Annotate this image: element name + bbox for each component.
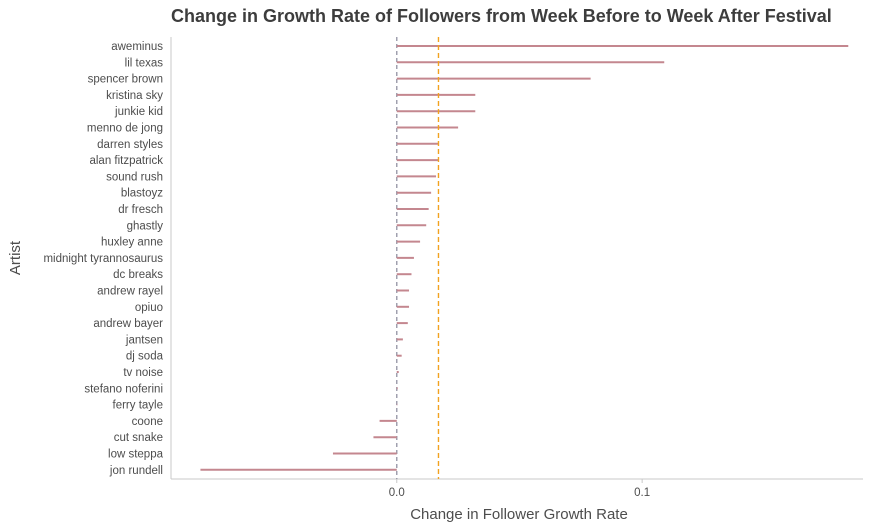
y-tick-label: jantsen: [125, 334, 163, 346]
x-axis-title: Change in Follower Growth Rate: [410, 506, 628, 523]
y-tick-label: lil texas: [125, 57, 164, 69]
y-tick-label: menno de jong: [87, 123, 163, 135]
y-tick-label: midnight tyrannosaurus: [43, 253, 163, 265]
y-axis-title: Artist: [7, 240, 24, 275]
y-tick-label: tv noise: [123, 367, 163, 379]
y-tick-label: junkie kid: [114, 106, 163, 118]
y-tick-label: aweminus: [111, 41, 163, 53]
x-tick-label: 0.1: [634, 487, 650, 499]
y-tick-label: ghastly: [127, 220, 164, 232]
y-tick-label: andrew bayer: [93, 318, 163, 330]
chart-title: Change in Growth Rate of Followers from …: [171, 6, 832, 26]
y-tick-label: darren styles: [97, 139, 163, 151]
y-tick-label: dr fresch: [118, 204, 163, 216]
y-tick-label: dc breaks: [113, 269, 163, 281]
y-tick-label: low steppa: [108, 449, 164, 461]
y-tick-label: coone: [132, 416, 163, 428]
y-tick-label: blastoyz: [121, 188, 163, 200]
y-tick-label: spencer brown: [88, 74, 163, 86]
y-tick-label: alan fitzpatrick: [89, 155, 163, 167]
y-tick-label: andrew rayel: [97, 286, 163, 298]
y-tick-label: stefano noferini: [84, 383, 163, 395]
y-tick-label: dj soda: [126, 351, 164, 363]
y-tick-label: cut snake: [114, 432, 163, 444]
y-tick-label: huxley anne: [101, 237, 163, 249]
y-tick-label: kristina sky: [106, 90, 163, 102]
y-tick-label: sound rush: [106, 171, 163, 183]
x-tick-label: 0.0: [389, 487, 405, 499]
y-tick-label: ferry tayle: [113, 400, 164, 412]
y-tick-label: opiuo: [135, 302, 163, 314]
y-tick-label: jon rundell: [109, 465, 163, 477]
plot-area: aweminus lil texas spencer brown kristina s…: [43, 37, 863, 499]
